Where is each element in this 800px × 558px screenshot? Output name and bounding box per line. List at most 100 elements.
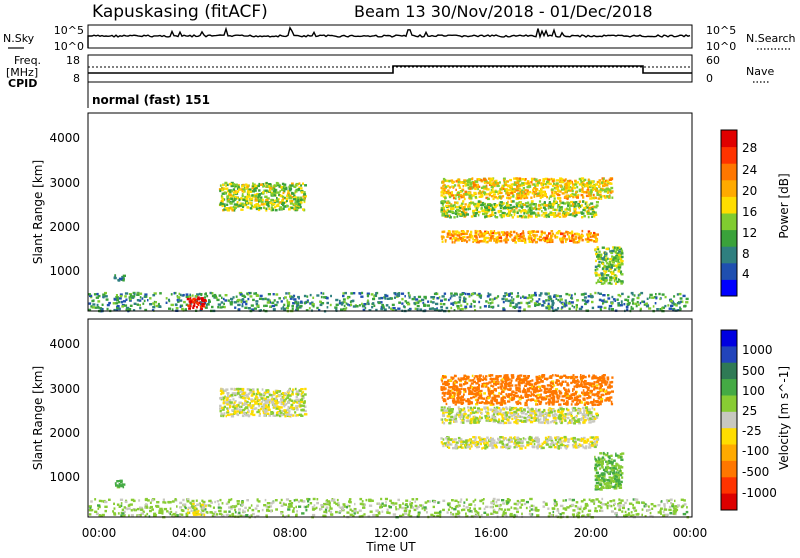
echo-cell bbox=[483, 239, 486, 241]
echo-cell bbox=[147, 499, 150, 501]
echo-cell bbox=[256, 303, 259, 305]
echo-cell bbox=[588, 234, 590, 236]
echo-cell bbox=[454, 201, 456, 203]
echo-cell bbox=[497, 387, 499, 389]
echo-cell bbox=[650, 512, 652, 514]
echo-cell bbox=[528, 294, 530, 296]
echo-cell bbox=[531, 505, 533, 507]
echo-cell bbox=[538, 298, 540, 300]
echo-cell bbox=[482, 235, 484, 237]
echo-cell bbox=[94, 293, 97, 295]
echo-cell bbox=[290, 406, 293, 408]
echo-cell bbox=[134, 303, 137, 305]
echo-cell bbox=[448, 509, 450, 511]
echo-cell bbox=[499, 204, 501, 206]
echo-cell bbox=[288, 406, 290, 408]
echo-cell bbox=[490, 302, 492, 304]
echo-cell bbox=[595, 197, 598, 199]
echo-cell bbox=[395, 508, 397, 510]
echo-cell bbox=[556, 214, 559, 216]
echo-cell bbox=[299, 414, 302, 416]
echo-cell bbox=[504, 509, 506, 511]
echo-cell bbox=[483, 398, 486, 400]
echo-cell bbox=[591, 499, 594, 501]
echo-cell bbox=[409, 296, 411, 298]
echo-cell bbox=[263, 504, 266, 506]
echo-cell bbox=[473, 182, 475, 184]
echo-cell bbox=[456, 206, 459, 208]
echo-cell bbox=[416, 498, 419, 500]
echo-cell bbox=[506, 231, 508, 233]
echo-cell bbox=[384, 308, 387, 310]
echo-cell bbox=[589, 197, 592, 199]
echo-cell bbox=[649, 296, 651, 298]
echo-cell bbox=[609, 258, 612, 260]
echo-cell bbox=[454, 239, 456, 241]
echo-cell bbox=[439, 511, 442, 513]
echo-cell bbox=[636, 501, 639, 503]
echo-cell bbox=[448, 299, 450, 301]
echo-cell bbox=[113, 512, 116, 514]
echo-cell bbox=[444, 191, 446, 193]
echo-cell bbox=[97, 300, 100, 302]
echo-cell bbox=[440, 300, 443, 302]
echo-cell bbox=[242, 193, 244, 195]
echo-cell bbox=[625, 511, 627, 513]
echo-cell bbox=[458, 198, 460, 200]
echo-cell bbox=[286, 307, 289, 309]
power-panel-ylabel: Slant Range [km] bbox=[31, 160, 45, 264]
echo-cell bbox=[244, 296, 247, 298]
echo-cell bbox=[596, 282, 598, 284]
echo-cell bbox=[591, 301, 594, 303]
echo-cell bbox=[466, 240, 468, 242]
echo-cell bbox=[477, 512, 480, 514]
echo-cell bbox=[506, 215, 508, 217]
echo-cell bbox=[462, 293, 464, 295]
echo-cell bbox=[299, 182, 301, 184]
echo-cell bbox=[220, 202, 222, 204]
echo-cell bbox=[610, 266, 613, 268]
echo-cell bbox=[572, 237, 574, 239]
echo-cell bbox=[516, 202, 519, 204]
echo-cell bbox=[472, 375, 474, 377]
echo-cell bbox=[514, 241, 517, 243]
echo-cell bbox=[615, 512, 618, 514]
echo-cell bbox=[97, 304, 99, 306]
echo-cell bbox=[265, 190, 268, 192]
echo-cell bbox=[187, 298, 190, 300]
echo-cell bbox=[616, 299, 618, 301]
echo-cell bbox=[405, 503, 407, 505]
echo-cell bbox=[549, 183, 552, 185]
echo-cell bbox=[156, 501, 159, 503]
echo-cell bbox=[553, 503, 556, 505]
echo-cell bbox=[280, 208, 283, 210]
echo-cell bbox=[601, 277, 604, 279]
echo-cell bbox=[191, 510, 193, 512]
echo-cell bbox=[457, 234, 460, 236]
echo-cell bbox=[268, 183, 271, 185]
echo-cell bbox=[147, 299, 149, 301]
echo-cell bbox=[171, 293, 173, 295]
echo-cell bbox=[139, 293, 142, 295]
echo-cell bbox=[188, 307, 191, 309]
echo-cell bbox=[128, 507, 131, 509]
echo-cell bbox=[659, 298, 661, 300]
echo-cell bbox=[609, 183, 612, 185]
echo-cell bbox=[350, 304, 352, 306]
echo-cell bbox=[288, 514, 290, 516]
echo-cell bbox=[459, 299, 461, 301]
echo-cell bbox=[517, 292, 519, 294]
echo-cell bbox=[192, 500, 195, 502]
echo-cell bbox=[97, 504, 100, 506]
power-colorbar-swatch bbox=[721, 246, 737, 263]
echo-cell bbox=[616, 256, 619, 258]
echo-cell bbox=[598, 185, 600, 187]
echo-cell bbox=[494, 298, 496, 300]
echo-cell bbox=[604, 282, 606, 284]
echo-cell bbox=[514, 237, 516, 239]
echo-cell bbox=[588, 179, 590, 181]
echo-cell bbox=[493, 239, 495, 241]
echo-cell bbox=[604, 307, 607, 309]
echo-cell bbox=[288, 292, 290, 294]
echo-cell bbox=[266, 185, 269, 187]
